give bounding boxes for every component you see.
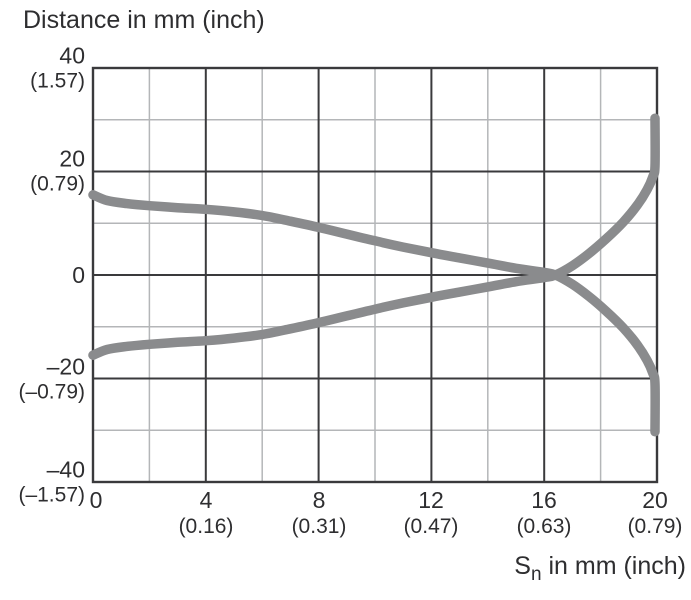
x-tick-inch: (0.31) xyxy=(291,515,347,538)
x-tick-label-0: 0 xyxy=(46,487,146,514)
x-tick-mm: 8 xyxy=(312,487,326,513)
y-tick-mm: 20 xyxy=(59,145,85,172)
x-tick-label-4: 4 (0.16) xyxy=(156,487,256,539)
plot-border xyxy=(91,66,659,484)
x-tick-inch: (0.16) xyxy=(178,515,234,538)
x-axis-title: Sn in mm (inch) xyxy=(514,551,686,590)
y-tick-label-20: 20 (0.79) xyxy=(30,146,85,197)
y-axis-title: Distance in mm (inch) xyxy=(23,6,265,34)
x-tick-label-8: 8 (0.31) xyxy=(269,487,369,539)
x-tick-inch: (0.79) xyxy=(627,515,683,538)
curves-group xyxy=(88,113,660,437)
y-tick-label-minus20: –20 (–0.79) xyxy=(18,354,85,405)
x-tick-label-16: 16 (0.63) xyxy=(494,487,594,539)
x-tick-mm: 4 xyxy=(199,487,213,513)
x-tick-mm: 20 xyxy=(642,487,668,513)
y-tick-mm: –20 xyxy=(46,353,85,380)
y-tick-label-minus40: –40 (–1.57) xyxy=(18,457,85,508)
x-tick-mm: 0 xyxy=(89,487,103,513)
x-tick-label-12: 12 (0.47) xyxy=(381,487,481,539)
x-axis-title-pre: S xyxy=(514,552,531,580)
y-tick-label-40: 40 (1.57) xyxy=(30,43,85,94)
x-tick-mm: 16 xyxy=(531,487,557,513)
gridlines-group xyxy=(92,67,658,483)
x-tick-inch: (0.63) xyxy=(516,515,572,538)
y-tick-mm: 40 xyxy=(59,42,85,69)
y-tick-mm: 0 xyxy=(72,262,85,288)
y-tick-label-0: 0 xyxy=(72,262,85,288)
y-tick-mm: –40 xyxy=(46,456,85,483)
sensing-zone-lower-boundary xyxy=(88,113,660,360)
y-tick-inch: (–1.57) xyxy=(18,483,85,507)
x-axis-title-sub: n xyxy=(530,564,542,585)
x-tick-inch: (0.47) xyxy=(403,515,459,538)
x-tick-mm: 12 xyxy=(418,487,444,513)
y-tick-inch: (1.57) xyxy=(30,69,85,93)
y-tick-inch: (0.79) xyxy=(30,172,85,196)
y-tick-inch: (–0.79) xyxy=(18,380,85,404)
x-axis-title-post: in mm (inch) xyxy=(541,552,686,580)
x-tick-label-20: 20 (0.79) xyxy=(605,487,691,539)
sensing-zone-upper-boundary xyxy=(88,190,660,437)
